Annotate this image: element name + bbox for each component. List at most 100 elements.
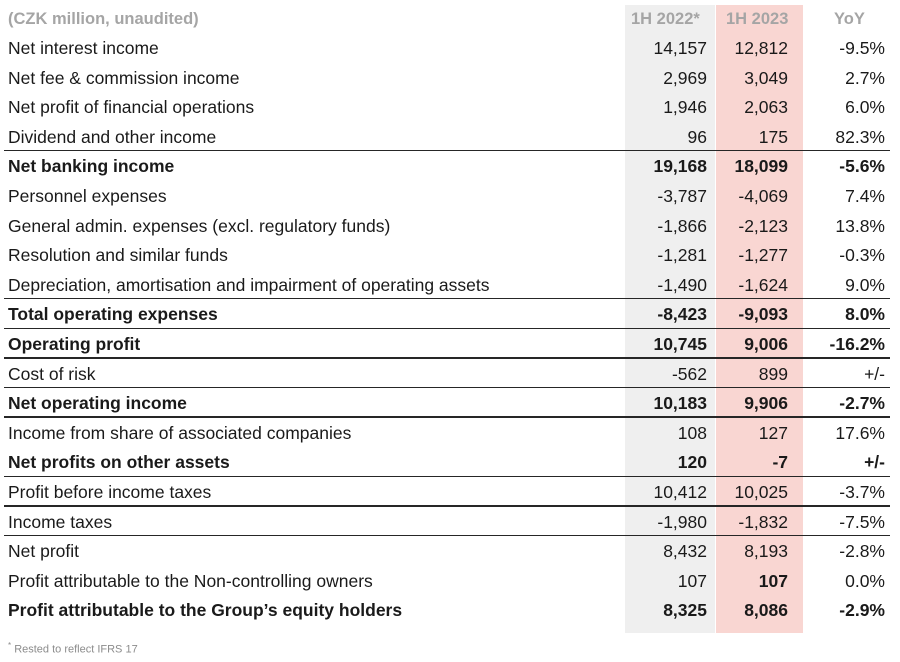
- row-label: Income taxes: [8, 511, 113, 532]
- row-label: Profit before income taxes: [8, 481, 212, 502]
- table-header: (CZK million, unaudited) 1H 2022* 1H 202…: [0, 5, 900, 33]
- value-yoy: +/-: [864, 363, 885, 384]
- value-1h-2023: -1,832: [738, 511, 788, 532]
- value-1h-2022: -3,787: [657, 185, 707, 206]
- value-1h-2023: 3,049: [744, 67, 788, 88]
- table-row: Net banking income 19,168 18,099 -5.6%: [0, 151, 900, 181]
- value-1h-2022: -1,980: [657, 511, 707, 532]
- value-1h-2022: 8,325: [663, 600, 707, 621]
- value-1h-2022: -1,281: [657, 245, 707, 266]
- value-yoy: -16.2%: [829, 333, 885, 354]
- value-yoy: -9.5%: [839, 38, 885, 58]
- footnote: * Rested to reflect IFRS 17: [8, 641, 138, 656]
- row-label: Depreciation, amortisation and impairmen…: [8, 274, 490, 295]
- value-1h-2022: -1,866: [657, 215, 707, 236]
- value-1h-2023: -9,093: [738, 304, 788, 325]
- column-header-1h-2023: 1H 2023: [726, 10, 789, 28]
- value-1h-2023: -1,277: [738, 245, 788, 266]
- value-1h-2023: 8,193: [744, 541, 788, 562]
- row-label: Income from share of associated companie…: [8, 422, 352, 443]
- value-1h-2022: 120: [677, 452, 707, 473]
- row-label: Net profit of financial operations: [8, 97, 255, 118]
- value-1h-2023: 9,006: [744, 333, 788, 354]
- value-1h-2023: 107: [758, 570, 788, 591]
- table-row: Cost of risk -562 899 +/-: [0, 359, 900, 389]
- value-yoy: -3.7%: [839, 481, 885, 502]
- table-row: Dividend and other income 96 175 82.3%: [0, 122, 900, 152]
- value-yoy: 82.3%: [835, 126, 885, 147]
- value-1h-2023: 127: [758, 422, 788, 443]
- value-yoy: -0.3%: [839, 245, 885, 266]
- table-row: Profit before income taxes 10,412 10,025 -3…: [0, 477, 900, 507]
- value-1h-2023: 2,063: [744, 97, 788, 118]
- value-1h-2023: 9,906: [744, 393, 788, 414]
- value-yoy: -5.6%: [839, 156, 885, 177]
- income-statement-table: Net interest income 14,157 12,812 -9.5% Net …: [0, 33, 900, 625]
- row-label: Profit attributable to the Non-controlli…: [8, 570, 373, 591]
- table-row: Depreciation, amortisation and impairmen…: [0, 270, 900, 300]
- row-label: Net operating income: [8, 393, 187, 414]
- value-1h-2022: 108: [677, 422, 707, 443]
- value-yoy: 6.0%: [845, 97, 885, 118]
- value-yoy: -2.7%: [839, 393, 885, 414]
- value-1h-2022: 2,969: [663, 67, 707, 88]
- table-row: Total operating expenses -8,423 -9,093 8.0%: [0, 299, 900, 329]
- row-label: Personnel expenses: [8, 185, 167, 206]
- value-yoy: 2.7%: [845, 67, 885, 88]
- table-row: Net profit of financial operations 1,946 2…: [0, 92, 900, 122]
- value-1h-2022: -562: [671, 363, 707, 384]
- value-yoy: -7.5%: [839, 511, 885, 532]
- value-1h-2022: 14,157: [653, 38, 707, 58]
- table-row: Net operating income 10,183 9,906 -2.7%: [0, 388, 900, 418]
- value-1h-2023: 175: [758, 126, 788, 147]
- table-row: Operating profit 10,745 9,006 -16.2%: [0, 329, 900, 359]
- value-1h-2023: -1,624: [738, 274, 788, 295]
- value-1h-2023: -2,123: [738, 215, 788, 236]
- value-yoy: -2.8%: [839, 541, 885, 562]
- value-1h-2023: 12,812: [734, 38, 788, 58]
- value-yoy: 17.6%: [835, 422, 885, 443]
- row-label: Operating profit: [8, 333, 141, 354]
- value-yoy: 13.8%: [835, 215, 885, 236]
- footnote-text: Rested to reflect IFRS 17: [14, 643, 138, 656]
- row-label: Resolution and similar funds: [8, 245, 228, 266]
- row-label: Net fee & commission income: [8, 67, 240, 88]
- value-1h-2023: -7: [772, 452, 788, 473]
- value-1h-2023: -4,069: [738, 185, 788, 206]
- value-1h-2022: -1,490: [657, 274, 707, 295]
- value-1h-2023: 8,086: [744, 600, 788, 621]
- row-label: Profit attributable to the Group’s equit…: [8, 600, 403, 621]
- value-yoy: 8.0%: [845, 304, 885, 325]
- table-row: Income from share of associated companie…: [0, 418, 900, 448]
- table-row: Net fee & commission income 2,969 3,049 2.7…: [0, 63, 900, 93]
- table-row: General admin. expenses (excl. regulator…: [0, 211, 900, 241]
- value-1h-2022: 1,946: [663, 97, 707, 118]
- column-1h-2023-background: [716, 5, 803, 633]
- column-1h-2022-background: [625, 5, 715, 633]
- value-1h-2022: -8,423: [657, 304, 707, 325]
- column-header-yoy: YoY: [834, 10, 865, 28]
- row-label: General admin. expenses (excl. regulator…: [8, 215, 391, 236]
- column-header-1h-2022: 1H 2022*: [631, 10, 700, 28]
- value-1h-2022: 96: [687, 126, 707, 147]
- value-yoy: -2.9%: [839, 600, 885, 621]
- table-row: Resolution and similar funds -1,281 -1,277…: [0, 240, 900, 270]
- value-1h-2022: 10,183: [653, 393, 707, 414]
- value-1h-2023: 18,099: [734, 156, 788, 177]
- row-label: Net interest income: [8, 38, 159, 58]
- row-label: Net profit: [8, 541, 79, 562]
- table-row: Net interest income 14,157 12,812 -9.5%: [0, 33, 900, 63]
- value-1h-2023: 899: [758, 363, 788, 384]
- row-label: Net profits on other assets: [8, 452, 230, 473]
- value-yoy: 9.0%: [845, 274, 885, 295]
- value-yoy: 0.0%: [845, 570, 885, 591]
- footnote-mark: *: [8, 641, 12, 650]
- table-row: Net profit 8,432 8,193 -2.8%: [0, 536, 900, 566]
- table-row: Personnel expenses -3,787 -4,069 7.4%: [0, 181, 900, 211]
- table-row: Net profits on other assets 120 -7 +/-: [0, 447, 900, 477]
- value-1h-2022: 107: [677, 570, 707, 591]
- value-1h-2022: 19,168: [653, 156, 707, 177]
- value-yoy: 7.4%: [845, 185, 885, 206]
- table-row: Profit attributable to the Non-controlli…: [0, 566, 900, 596]
- row-label: Total operating expenses: [8, 304, 218, 325]
